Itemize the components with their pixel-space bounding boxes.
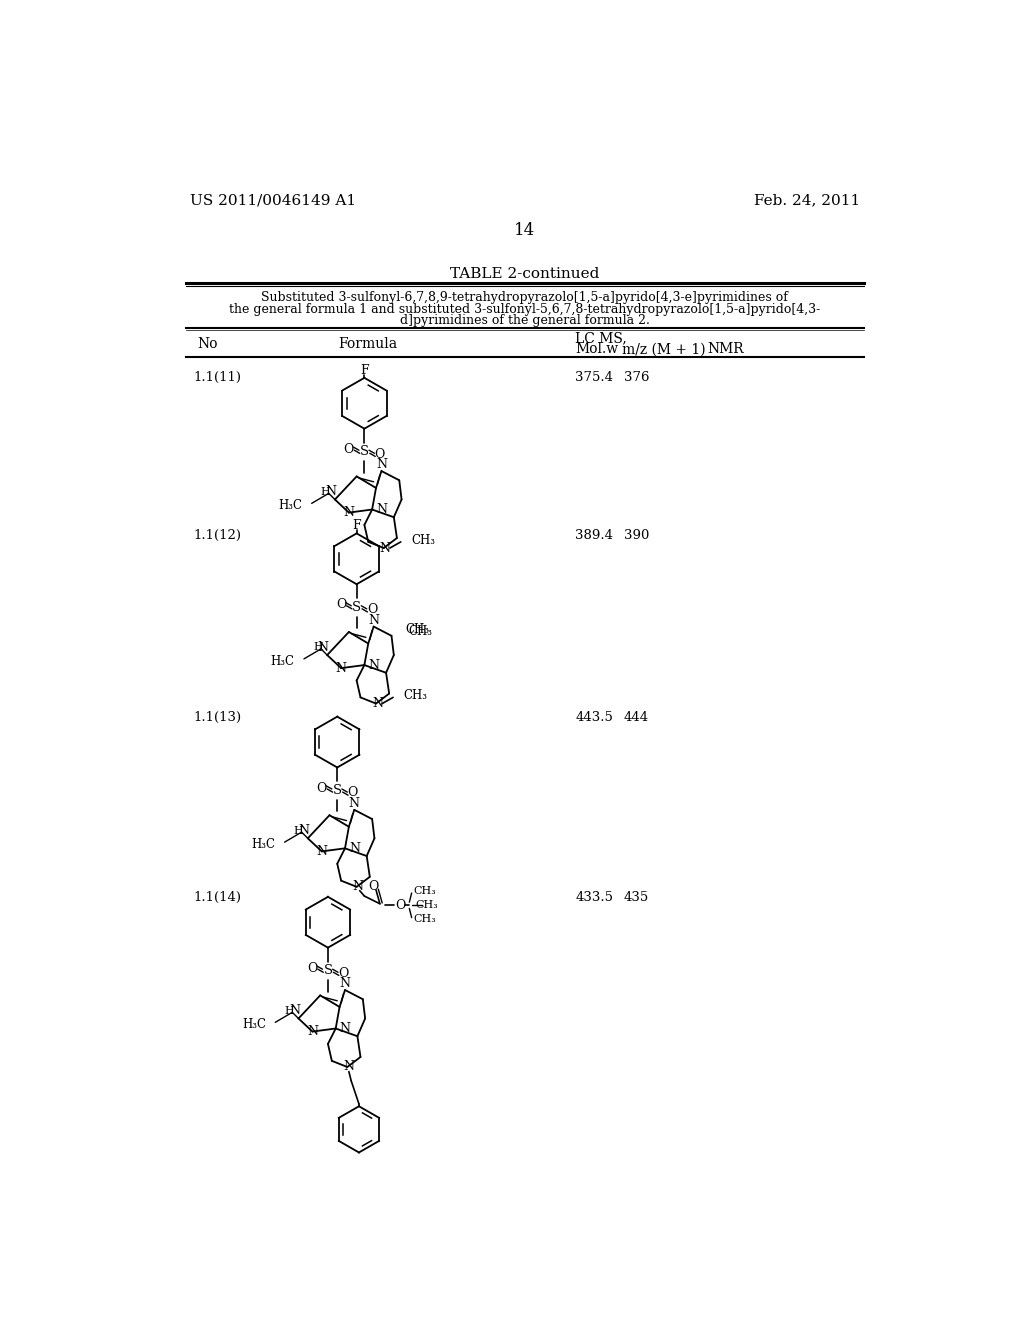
Text: F: F xyxy=(352,519,360,532)
Text: 444: 444 xyxy=(624,711,649,723)
Text: O: O xyxy=(347,787,358,800)
Text: CH₃: CH₃ xyxy=(406,623,429,636)
Text: No: No xyxy=(198,337,218,351)
Text: CH₃: CH₃ xyxy=(409,624,432,638)
Text: 390: 390 xyxy=(624,529,649,543)
Text: N: N xyxy=(343,1060,354,1073)
Text: Mol.w: Mol.w xyxy=(575,342,618,356)
Text: 435: 435 xyxy=(624,891,649,904)
Text: O: O xyxy=(367,603,377,616)
Text: NMR: NMR xyxy=(708,342,744,356)
Text: N: N xyxy=(349,842,359,855)
Text: 14: 14 xyxy=(514,222,536,239)
Text: d]pyrimidines of the general formula 2.: d]pyrimidines of the general formula 2. xyxy=(399,314,650,326)
Text: O: O xyxy=(369,880,379,894)
Text: H₃C: H₃C xyxy=(251,838,275,851)
Text: Substituted 3-sulfonyl-6,7,8,9-tetrahydropyrazolo[1,5-a]pyrido[4,3-e]pyrimidines: Substituted 3-sulfonyl-6,7,8,9-tetrahydr… xyxy=(261,292,788,305)
Text: N: N xyxy=(340,977,350,990)
Text: S: S xyxy=(324,964,333,977)
Text: S: S xyxy=(359,445,369,458)
Text: H: H xyxy=(313,643,323,652)
Text: N: N xyxy=(372,697,383,710)
Text: CH₃: CH₃ xyxy=(414,887,436,896)
Text: O: O xyxy=(395,899,406,912)
Text: 1.1(13): 1.1(13) xyxy=(194,711,242,723)
Text: N: N xyxy=(376,458,387,471)
Text: TABLE 2-continued: TABLE 2-continued xyxy=(451,267,599,281)
Text: N: N xyxy=(352,880,364,894)
Text: O: O xyxy=(307,962,317,975)
Text: CH₃: CH₃ xyxy=(414,915,436,924)
Text: N: N xyxy=(376,503,387,516)
Text: N: N xyxy=(340,1022,350,1035)
Text: 1.1(11): 1.1(11) xyxy=(194,371,242,384)
Text: N: N xyxy=(369,659,379,672)
Text: H₃C: H₃C xyxy=(242,1018,266,1031)
Text: 433.5: 433.5 xyxy=(575,891,613,904)
Text: N: N xyxy=(307,1026,317,1038)
Text: the general formula 1 and substituted 3-sulfonyl-5,6,7,8-tetrahydropyrazolo[1,5-: the general formula 1 and substituted 3-… xyxy=(229,302,820,315)
Text: 1.1(14): 1.1(14) xyxy=(194,891,242,904)
Text: H: H xyxy=(294,825,303,836)
Text: Feb. 24, 2011: Feb. 24, 2011 xyxy=(754,194,860,207)
Text: 443.5: 443.5 xyxy=(575,711,613,723)
Text: N: N xyxy=(298,824,309,837)
Text: m/z (M + 1): m/z (M + 1) xyxy=(622,342,706,356)
Text: Formula: Formula xyxy=(339,337,397,351)
Text: N: N xyxy=(317,640,329,653)
Text: N: N xyxy=(326,486,337,499)
Text: S: S xyxy=(352,601,361,614)
Text: 1.1(12): 1.1(12) xyxy=(194,529,242,543)
Text: O: O xyxy=(336,598,346,611)
Text: CH₃: CH₃ xyxy=(403,689,427,702)
Text: F: F xyxy=(360,363,369,376)
Text: 376: 376 xyxy=(624,371,649,384)
Text: N: N xyxy=(380,541,391,554)
Text: O: O xyxy=(344,444,354,455)
Text: H: H xyxy=(321,487,331,496)
Text: US 2011/0046149 A1: US 2011/0046149 A1 xyxy=(190,194,356,207)
Text: H₃C: H₃C xyxy=(270,655,295,668)
Text: N: N xyxy=(289,1005,300,1018)
Text: O: O xyxy=(338,966,348,979)
Text: S: S xyxy=(333,784,342,797)
Text: N: N xyxy=(369,614,379,627)
Text: LC MS,: LC MS, xyxy=(575,331,627,345)
Text: H: H xyxy=(285,1006,294,1016)
Text: O: O xyxy=(316,781,327,795)
Text: H₃C: H₃C xyxy=(279,499,302,512)
Text: N: N xyxy=(343,506,354,519)
Text: 389.4: 389.4 xyxy=(575,529,613,543)
Text: N: N xyxy=(336,661,347,675)
Text: N: N xyxy=(316,845,328,858)
Text: N: N xyxy=(349,797,359,810)
Text: 375.4: 375.4 xyxy=(575,371,613,384)
Text: CH₃: CH₃ xyxy=(415,900,437,911)
Text: O: O xyxy=(375,447,385,461)
Text: CH₃: CH₃ xyxy=(411,533,435,546)
